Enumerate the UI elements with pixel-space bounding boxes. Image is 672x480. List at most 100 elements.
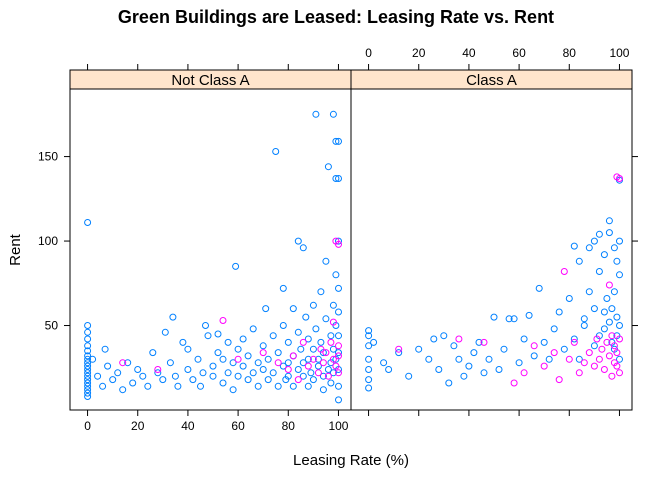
point-blue [445,379,453,387]
point-magenta [585,349,593,357]
point-blue [317,338,325,346]
point-blue [84,379,92,387]
point-blue [365,384,373,392]
point-blue [590,237,598,245]
point-blue [335,237,342,245]
point-blue [312,325,320,333]
point-blue [550,325,558,333]
point-magenta [575,369,583,377]
x-tick-label: 80 [282,419,296,433]
point-blue [179,338,187,346]
y-tick-label: 100 [38,234,58,248]
point-blue [335,308,342,316]
point-blue [395,349,403,357]
point-magenta [540,362,548,370]
point-blue [302,313,310,321]
point-magenta [154,366,162,373]
point-blue [289,305,297,313]
point-blue [262,305,270,313]
point-blue [365,342,373,350]
point-blue [585,288,593,296]
point-magenta [480,338,488,346]
point-blue [309,376,317,384]
point-blue [610,244,618,252]
point-blue [380,359,388,367]
point-blue [580,315,588,323]
point-blue [610,288,618,296]
point-magenta [335,352,342,360]
point-magenta [119,359,127,367]
point-blue [269,369,277,377]
point-magenta [309,355,317,363]
point-blue [114,369,122,377]
point-blue [335,175,342,182]
point-blue [254,382,262,390]
point-blue [335,332,342,340]
x-tick-label-top: 20 [412,46,426,60]
point-magenta [329,355,337,363]
point-magenta [550,349,558,357]
point-blue [365,366,373,373]
point-blue [616,237,623,245]
point-blue [84,389,92,397]
point-blue [99,382,107,390]
point-magenta [329,318,337,326]
point-blue [365,332,373,340]
x-tick-label-top: 100 [609,46,629,60]
point-blue [214,349,222,357]
points-class-a [365,173,623,392]
point-blue [335,284,342,292]
point-blue [314,362,322,370]
point-blue [603,295,611,302]
point-blue [224,369,232,377]
point-blue [299,372,307,380]
point-magenta [335,369,342,377]
point-blue [500,345,508,353]
point-blue [279,284,287,292]
point-magenta [608,332,616,340]
point-blue [254,359,262,367]
point-blue [555,308,563,316]
point-blue [435,366,443,373]
point-blue [304,335,312,343]
point-blue [595,230,603,238]
point-blue [332,175,340,182]
point-blue [490,313,498,321]
point-blue [229,359,237,367]
point-blue [312,110,320,118]
point-magenta [259,349,267,357]
point-magenta [555,376,563,384]
point-blue [209,372,217,380]
point-blue [159,376,167,384]
point-blue [365,355,373,363]
point-blue [249,369,257,377]
point-blue [515,359,523,367]
point-blue [613,313,621,321]
point-blue [335,137,342,145]
point-blue [332,271,340,279]
point-blue [319,386,327,394]
point-magenta [234,355,242,363]
points-not-class-a [84,110,342,404]
point-blue [616,322,623,329]
point-blue [274,349,282,357]
point-blue [194,355,202,363]
point-magenta [284,366,292,373]
point-blue [144,382,152,390]
point-blue [234,345,242,353]
point-magenta [565,355,573,363]
y-axis-label: Rent [7,233,24,266]
point-blue [204,332,212,340]
point-blue [299,359,307,367]
point-magenta [598,345,606,353]
point-blue [294,328,302,336]
point-blue [244,376,252,384]
point-blue [480,369,488,377]
point-blue [600,325,608,333]
point-blue [307,369,315,377]
strip-label-class-a: Class A [466,72,517,89]
point-blue [209,362,217,370]
point-blue [580,322,588,329]
point-magenta [327,338,335,346]
point-blue [460,372,468,380]
